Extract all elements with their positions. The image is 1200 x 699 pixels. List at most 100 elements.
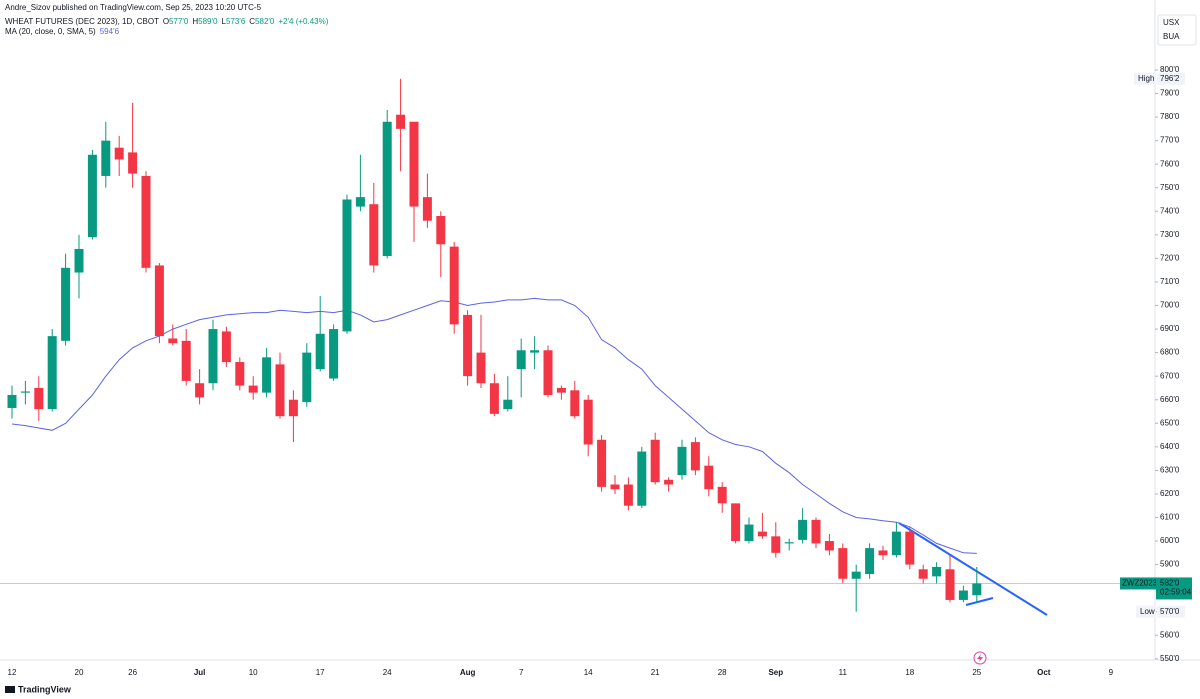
x-tick-label: Oct xyxy=(1037,668,1051,677)
brand-logo xyxy=(5,686,15,693)
candle-body xyxy=(436,215,446,245)
candle-body xyxy=(824,541,834,551)
candle-body xyxy=(87,154,97,238)
y-tick-label: 610'0 xyxy=(1160,513,1180,522)
price-tag-bg xyxy=(1156,577,1192,600)
candle-body xyxy=(275,364,285,417)
candle-body xyxy=(516,350,526,370)
candle-body xyxy=(355,197,365,207)
candle-body xyxy=(597,439,607,487)
candle-body xyxy=(530,350,540,353)
unit-box xyxy=(1157,14,1197,46)
currency: USX xyxy=(1163,18,1180,27)
candle-body xyxy=(302,352,312,403)
candle-body xyxy=(610,484,620,490)
candle-body xyxy=(114,147,124,160)
candle-body xyxy=(47,336,57,410)
x-tick-label: 26 xyxy=(128,668,137,677)
low-tag-bg xyxy=(1136,605,1156,618)
candle-body xyxy=(449,246,459,325)
symbol-tag-bg xyxy=(1120,577,1156,590)
candle-body xyxy=(61,267,71,341)
x-tick-label: 10 xyxy=(249,668,258,677)
candle-body xyxy=(891,531,901,556)
candle-body xyxy=(476,352,486,384)
ma-name: MA (20, close, 0, SMA, 5) xyxy=(5,27,96,36)
y-tick-label: 560'0 xyxy=(1160,630,1180,639)
y-tick-label: 790'0 xyxy=(1160,89,1180,98)
y-tick-label: 630'0 xyxy=(1160,465,1180,474)
candle-body xyxy=(905,531,915,565)
y-tick-label: 710'0 xyxy=(1160,277,1180,286)
candle-body xyxy=(369,204,379,266)
unit: BUA xyxy=(1163,32,1180,41)
countdown: 02:59:04 xyxy=(1160,588,1192,597)
x-tick-label: 20 xyxy=(75,668,84,677)
candle-body xyxy=(463,314,473,377)
low-tag: Low xyxy=(1140,607,1155,616)
y-tick-label: 660'0 xyxy=(1160,395,1180,404)
candle-body xyxy=(262,357,272,393)
candle-body xyxy=(744,524,754,542)
y-tick-label: 640'0 xyxy=(1160,442,1180,451)
x-tick-label: 7 xyxy=(519,668,524,677)
candle-body xyxy=(838,548,848,579)
candle-body xyxy=(757,531,767,537)
candle-body xyxy=(154,265,164,337)
x-tick-label: 28 xyxy=(718,668,727,677)
candle-body xyxy=(690,442,700,471)
candle-body xyxy=(731,503,741,542)
candle-body xyxy=(878,550,888,556)
x-tick-label: 25 xyxy=(972,668,981,677)
ohlc-key: L xyxy=(221,17,226,26)
candle-body xyxy=(329,329,339,379)
y-tick-label: 760'0 xyxy=(1160,159,1180,168)
high-tag-bg xyxy=(1134,72,1156,85)
y-tick-label: 680'0 xyxy=(1160,348,1180,357)
ohlc-key: H xyxy=(192,17,198,26)
candle-body xyxy=(315,333,325,370)
candle-body xyxy=(101,140,111,176)
x-tick-label: Jul xyxy=(194,668,206,677)
candle-body xyxy=(195,383,205,398)
y-tick-label: 690'0 xyxy=(1160,324,1180,333)
x-tick-label: Aug xyxy=(460,668,476,677)
x-tick-label: 17 xyxy=(316,668,325,677)
x-tick-label: 14 xyxy=(584,668,593,677)
symbol-tag: ZWZ2023 xyxy=(1122,579,1158,588)
candle-body xyxy=(704,465,714,490)
candle-body xyxy=(570,390,580,417)
y-tick-label: 780'0 xyxy=(1160,112,1180,121)
candle-body xyxy=(382,121,392,257)
x-tick-label: 24 xyxy=(383,668,392,677)
candle-body xyxy=(409,121,419,207)
candle-body xyxy=(865,548,875,575)
candle-body xyxy=(342,199,352,332)
legend-main: WHEAT FUTURES (DEC 2023), 1D, CBOT O577'0… xyxy=(5,17,329,26)
candle-body xyxy=(141,175,151,268)
candle-body xyxy=(396,114,406,129)
candle-body xyxy=(583,399,593,445)
candle-body xyxy=(677,446,687,476)
ohlc-value: 589'0 xyxy=(198,17,218,26)
y-tick-label: 770'0 xyxy=(1160,136,1180,145)
brand: TradingView xyxy=(18,684,72,694)
high-value: 796'2 xyxy=(1160,74,1180,83)
candle-body xyxy=(208,329,218,384)
candle-body xyxy=(958,590,968,600)
ohlc-value: 573'6 xyxy=(226,17,246,26)
ohlc-key: C xyxy=(249,17,255,26)
candle-body xyxy=(784,542,794,544)
x-tick-label: Sep xyxy=(768,668,783,677)
high-tag: High xyxy=(1138,74,1154,83)
y-tick-label: 600'0 xyxy=(1160,536,1180,545)
candle-body xyxy=(74,248,84,273)
legend-ma: MA (20, close, 0, SMA, 5) 594'6 xyxy=(5,27,120,36)
candle-body xyxy=(623,484,633,506)
candle-body xyxy=(34,387,44,410)
candle-body xyxy=(811,519,821,544)
change: +2'4 (+0.43%) xyxy=(278,17,328,26)
candle-body xyxy=(503,399,513,410)
